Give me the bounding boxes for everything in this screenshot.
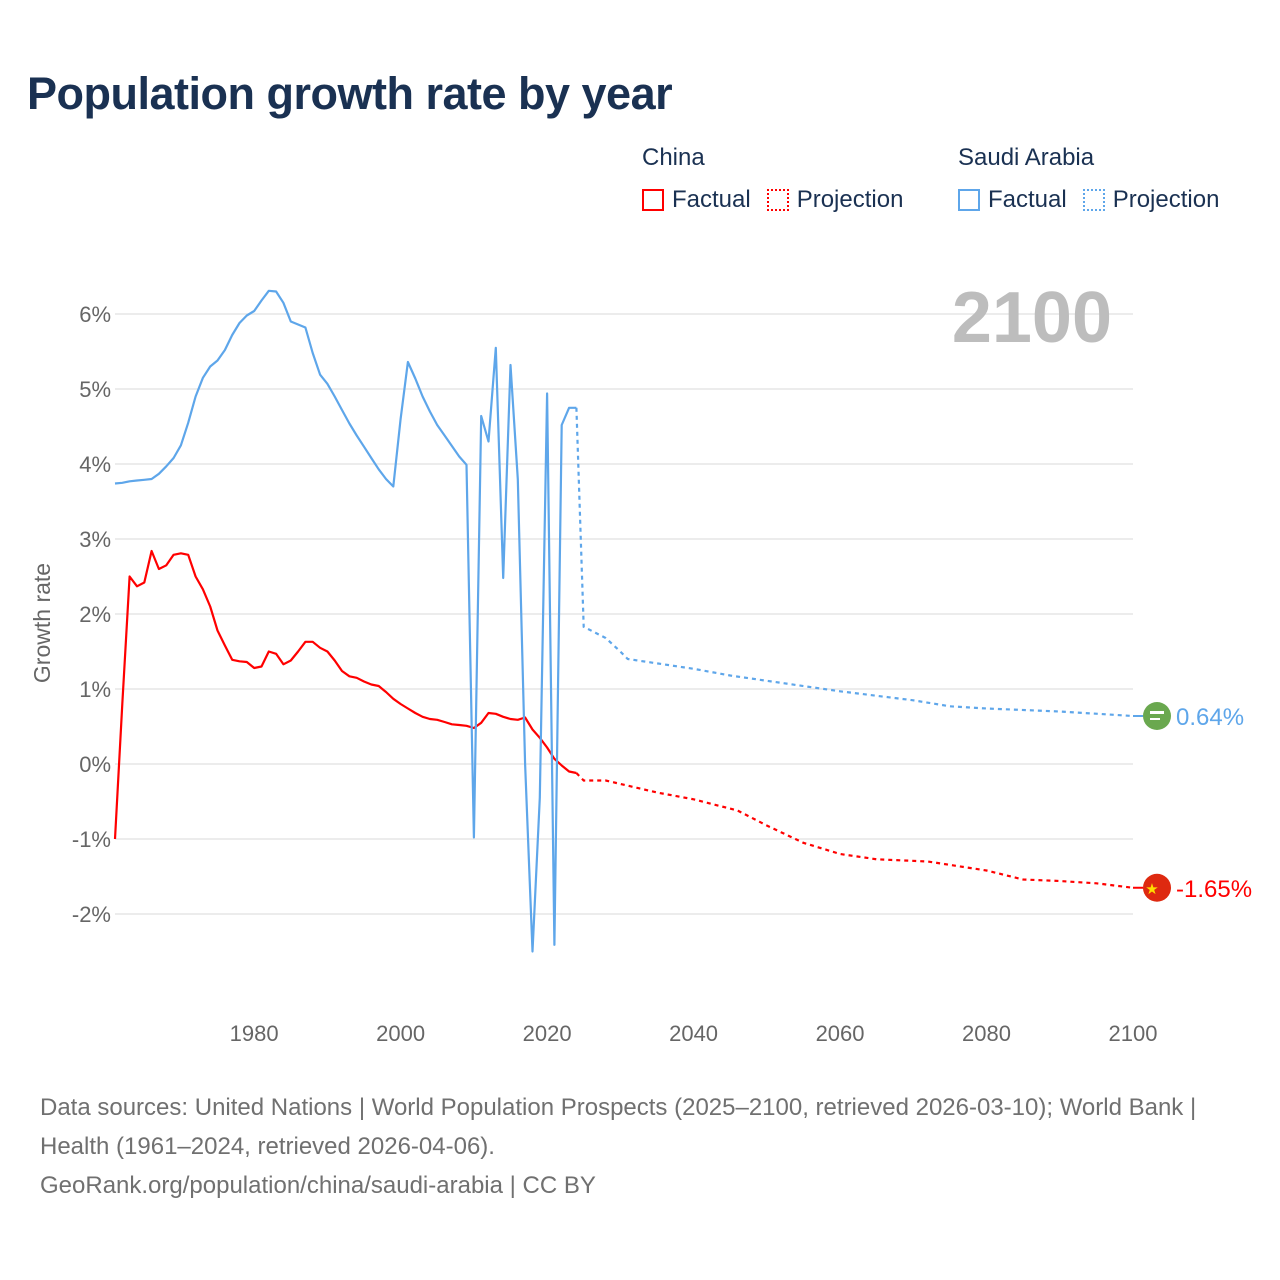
sources-text: Data sources: United Nations | World Pop… [40, 1094, 1197, 1160]
y-tick-label: 2% [79, 602, 111, 627]
legend-label: Factual [988, 186, 1067, 213]
flag-sword [1150, 718, 1160, 720]
saudi-arabia-flag-icon [1143, 702, 1171, 730]
y-tick-label: 6% [79, 302, 111, 327]
legend-china-title: China [642, 144, 705, 171]
x-tick-label: 2100 [1109, 1021, 1158, 1046]
y-tick-label: -2% [72, 902, 111, 927]
x-tick-label: 2040 [669, 1021, 718, 1046]
y-tick-label: 5% [79, 377, 111, 402]
legend-saudi-arabia: Saudi Arabia Factual Projection [958, 144, 1235, 214]
china-projection-line [575, 772, 1134, 889]
x-tick-label: 2060 [816, 1021, 865, 1046]
legend-china-factual[interactable]: Factual [642, 186, 751, 214]
flag-star: ★ [1145, 881, 1158, 898]
flag-background [1143, 702, 1171, 730]
saudi-arabia-projection-line [575, 407, 1134, 718]
legend-swatch-dotted [766, 189, 789, 211]
legend-china: China Factual Projection [642, 144, 919, 214]
legend-swatch-solid [642, 189, 664, 211]
flag-script [1150, 711, 1164, 714]
legend-swatch-dotted [1082, 189, 1105, 211]
chart-title: Population growth rate by year [27, 68, 673, 119]
x-tick-label: 1980 [230, 1021, 279, 1046]
legend-saudi-factual[interactable]: Factual [958, 186, 1067, 214]
legend-label: Factual [672, 186, 751, 213]
legend-saudi-title: Saudi Arabia [958, 144, 1095, 171]
x-tick-label: 2000 [376, 1021, 425, 1046]
y-tick-label: 3% [79, 527, 111, 552]
legend-china-projection[interactable]: Projection [766, 186, 904, 214]
x-tick-label: 2080 [962, 1021, 1011, 1046]
legend-label: Projection [796, 186, 904, 213]
attribution-link[interactable]: GeoRank.org/population/china/saudi-arabi… [40, 1172, 596, 1199]
china-factual-line [113, 549, 577, 840]
y-tick-label: 0% [79, 752, 111, 777]
saudi-arabia-end-label: 0.64% [1176, 704, 1244, 731]
year-overlay: 2100 [952, 278, 1112, 358]
saudi-arabia-factual-line [114, 289, 577, 953]
y-tick-label: -1% [72, 827, 111, 852]
legend-saudi-projection[interactable]: Projection [1082, 186, 1220, 214]
y-tick-label: 1% [79, 677, 111, 702]
legend-swatch-solid [958, 189, 980, 211]
y-axis-label: Growth rate [29, 563, 55, 683]
y-tick-label: 4% [79, 452, 111, 477]
x-tick-label: 2020 [523, 1021, 572, 1046]
flag-background [1143, 873, 1171, 902]
china-end-label: -1.65% [1176, 876, 1252, 903]
legend-label: Projection [1112, 186, 1220, 213]
china-flag-icon: ★ [1143, 873, 1171, 902]
data-sources: Data sources: United Nations | World Pop… [40, 1088, 1240, 1205]
